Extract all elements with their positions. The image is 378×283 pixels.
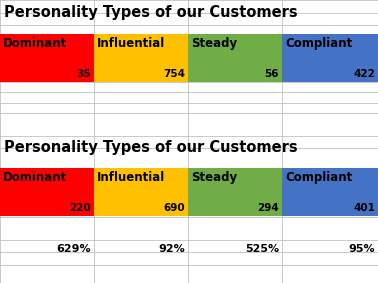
Bar xyxy=(0,34,94,82)
Text: Personality Types of our Customers: Personality Types of our Customers xyxy=(4,140,297,155)
Bar xyxy=(282,168,378,216)
Text: 294: 294 xyxy=(257,203,279,213)
Text: Influential: Influential xyxy=(97,37,165,50)
Bar xyxy=(188,168,282,216)
Text: Dominant: Dominant xyxy=(3,37,67,50)
Text: 56: 56 xyxy=(265,69,279,79)
Text: 690: 690 xyxy=(163,203,185,213)
Bar xyxy=(94,34,188,82)
Text: Compliant: Compliant xyxy=(285,171,352,184)
Text: Dominant: Dominant xyxy=(3,171,67,184)
Text: 525%: 525% xyxy=(245,244,279,254)
Bar xyxy=(282,34,378,82)
Text: 629%: 629% xyxy=(56,244,91,254)
Bar xyxy=(0,168,94,216)
Text: 422: 422 xyxy=(353,69,375,79)
Text: Compliant: Compliant xyxy=(285,37,352,50)
Text: Personality Types of our Customers: Personality Types of our Customers xyxy=(4,5,297,20)
Text: 401: 401 xyxy=(353,203,375,213)
Text: 95%: 95% xyxy=(349,244,375,254)
Text: 754: 754 xyxy=(163,69,185,79)
Text: Influential: Influential xyxy=(97,171,165,184)
Text: 220: 220 xyxy=(69,203,91,213)
Text: 92%: 92% xyxy=(158,244,185,254)
Text: Steady: Steady xyxy=(191,171,237,184)
Text: Steady: Steady xyxy=(191,37,237,50)
Bar xyxy=(188,34,282,82)
Text: 35: 35 xyxy=(76,69,91,79)
Bar xyxy=(94,168,188,216)
